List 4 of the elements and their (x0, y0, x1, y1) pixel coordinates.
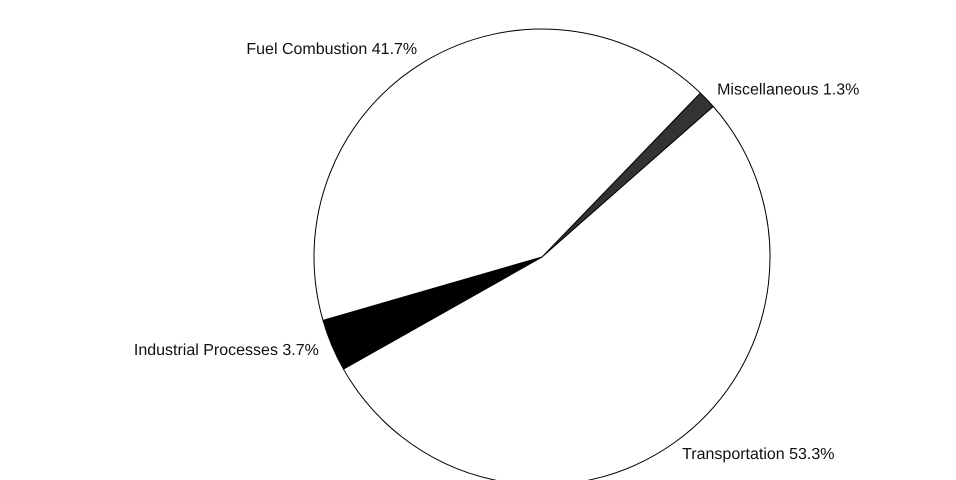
slice-label: Transportation 53.3% (682, 446, 835, 463)
slice-label: Industrial Processes 3.7% (134, 342, 319, 360)
slice-label: Miscellaneous 1.3% (717, 81, 860, 98)
slice-label: Fuel Combustion 41.7% (246, 41, 418, 58)
